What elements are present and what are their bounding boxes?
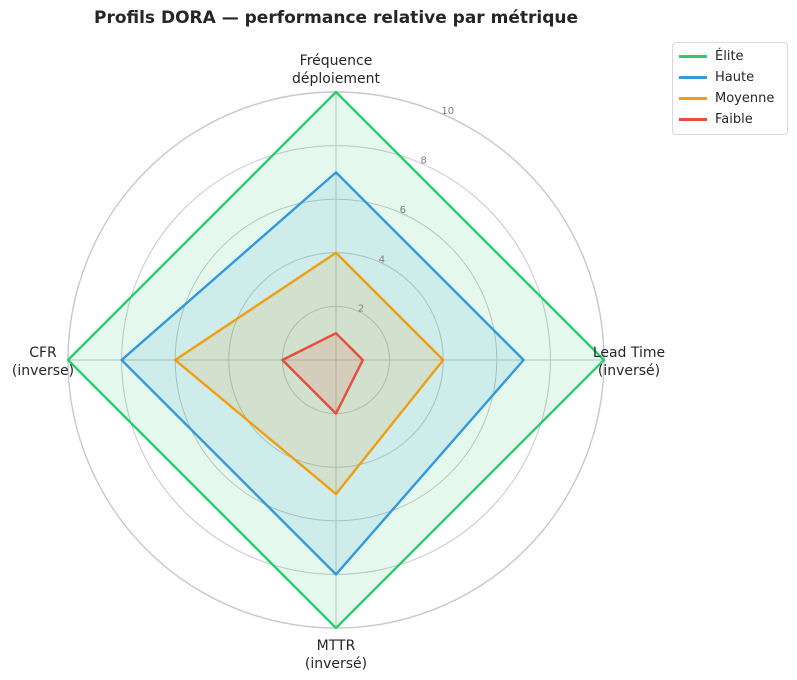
axis-label-lead: Lead Time (inversé) [593,345,665,379]
tick-label: 10 [441,106,454,117]
legend-label: Faible [715,112,753,127]
axis-label-line: Lead Time [593,345,665,361]
legend-swatch [679,76,707,79]
legend-item: Élite [673,46,787,67]
axis-label-line: MTTR [317,638,356,654]
series-line [66,90,606,630]
radar-series [66,90,606,630]
axis-label-cfr: CFR (inverse) [12,345,74,379]
axis-label-line: (inverse) [12,363,74,379]
series-line [173,251,445,496]
legend-label: Élite [715,49,744,64]
series-line [120,171,525,576]
axis-label-line: (inversé) [598,363,660,379]
series-fill [175,252,444,494]
axis-label-line: déploiement [292,71,380,87]
axis-label-line: (inversé) [305,656,367,672]
tick-label: 4 [379,254,385,265]
tick-label: 6 [400,205,406,216]
legend-item: Moyenne [673,88,787,109]
legend-swatch [679,118,707,121]
legend: Élite Haute Moyenne Faible [672,42,788,135]
legend-swatch [679,97,707,100]
legend-item: Haute [673,67,787,88]
radial-tick-labels: 2 4 6 8 10 [358,106,454,314]
tick-label: 8 [420,156,426,167]
series-line [281,332,364,415]
legend-item: Faible [673,109,787,130]
legend-swatch [679,55,707,58]
axis-label-line: CFR [29,345,57,361]
axis-label-line: Fréquence [300,53,373,69]
series-fill [282,333,363,414]
legend-label: Moyenne [715,91,775,106]
axis-label-freq: Fréquence déploiement [292,53,380,87]
legend-label: Haute [715,70,755,85]
tick-label: 2 [358,304,364,315]
chart-title: Profils DORA — performance relative par … [93,8,578,28]
axis-label-mttr: MTTR (inversé) [305,638,367,672]
